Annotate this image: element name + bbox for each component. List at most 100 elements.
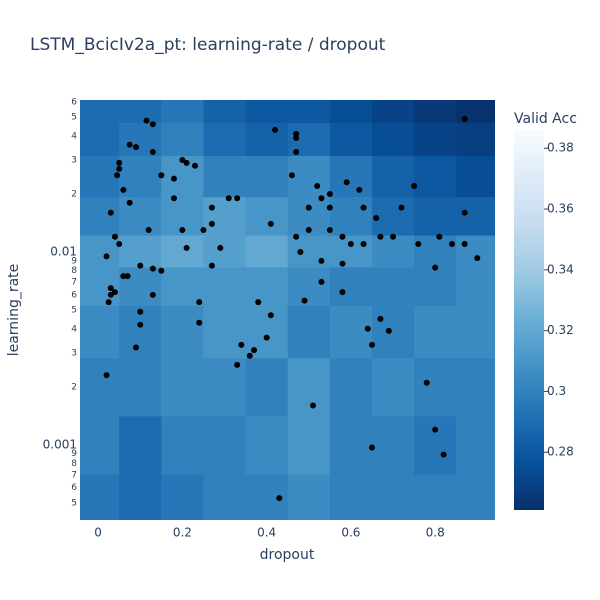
trial-point — [373, 215, 380, 222]
trial-point — [301, 297, 308, 304]
trial-point — [356, 186, 363, 193]
trial-point — [449, 241, 456, 248]
trial-point — [105, 299, 112, 306]
trial-point — [124, 273, 131, 280]
contour-cell — [80, 305, 120, 359]
trial-point — [126, 141, 133, 148]
trial-point — [272, 126, 279, 133]
contour-cell — [414, 305, 457, 359]
contour-cell — [203, 235, 247, 268]
trial-point — [116, 165, 123, 172]
trial-point — [423, 379, 430, 386]
trial-point — [137, 308, 144, 315]
y-tick-label: 8 — [71, 266, 77, 276]
trial-point — [183, 244, 190, 251]
trial-point — [208, 204, 215, 211]
trial-point — [432, 426, 439, 433]
trial-point — [377, 315, 384, 322]
contour-cell — [371, 100, 415, 124]
contour-cell — [329, 305, 373, 359]
contour-cell — [203, 155, 247, 198]
trial-point — [145, 227, 152, 234]
contour-cell — [80, 122, 120, 157]
contour-cell — [119, 196, 162, 236]
trial-point — [137, 321, 144, 328]
trial-point — [255, 299, 262, 306]
trial-point — [208, 220, 215, 227]
contour-cell — [329, 415, 373, 475]
contour-cell — [371, 122, 415, 157]
trial-point — [318, 257, 325, 264]
x-tick-label: 0.8 — [426, 526, 445, 540]
contour-cell — [329, 266, 373, 306]
contour-cell — [80, 415, 120, 475]
trial-point — [196, 319, 203, 326]
trial-point — [461, 241, 468, 248]
contour-cell — [245, 415, 289, 475]
trial-point — [385, 327, 392, 334]
y-tick-label: 0.01 — [50, 245, 77, 259]
contour-cell — [414, 357, 457, 417]
y-tick-label: 6 — [71, 97, 77, 107]
contour-cell — [287, 357, 331, 417]
contour-cell — [287, 266, 331, 306]
contour-cell — [414, 415, 457, 475]
trial-point — [170, 195, 177, 202]
trial-point — [143, 117, 150, 124]
trial-point — [318, 278, 325, 285]
trial-point — [305, 204, 312, 211]
contour-cell — [371, 235, 415, 268]
trial-point — [368, 444, 375, 451]
colorbar-tick-label: 0.32 — [547, 323, 574, 337]
trial-point — [149, 291, 156, 298]
trial-point — [234, 195, 241, 202]
trial-point — [326, 204, 333, 211]
y-tick-label: 2 — [71, 189, 77, 199]
trial-point — [288, 172, 295, 179]
contour-cell — [203, 305, 247, 359]
contour-cell — [329, 235, 373, 268]
trial-point — [276, 495, 283, 502]
trial-point — [461, 115, 468, 122]
trial-point — [246, 352, 253, 359]
contour-cell — [371, 473, 415, 520]
x-tick-label: 0.2 — [173, 526, 192, 540]
trial-point — [107, 209, 114, 216]
contour-cell — [414, 122, 457, 157]
trial-point — [293, 135, 300, 142]
trial-point — [179, 156, 186, 163]
contour-cell — [119, 235, 162, 268]
trial-point — [208, 262, 215, 269]
contour-cell — [456, 305, 495, 359]
trial-point — [305, 227, 312, 234]
trial-point — [398, 204, 405, 211]
y-tick-label: 4 — [71, 131, 77, 141]
y-tick-label: 9 — [71, 449, 77, 459]
y-tick-label: 2 — [71, 382, 77, 392]
contour-cell — [80, 155, 120, 198]
contour-cell — [161, 415, 204, 475]
contour-cell — [414, 196, 457, 236]
trial-point — [461, 209, 468, 216]
contour-cell — [456, 415, 495, 475]
trial-point — [293, 130, 300, 137]
contour-cell — [203, 473, 247, 520]
contour-cell — [329, 196, 373, 236]
trial-point — [326, 227, 333, 234]
trial-point — [309, 402, 316, 409]
trial-point — [114, 172, 121, 179]
contour-cell — [329, 357, 373, 417]
y-tick-label: 3 — [71, 155, 77, 165]
contour-cell — [119, 266, 162, 306]
trial-point — [120, 186, 127, 193]
contour-cell — [371, 415, 415, 475]
y-axis-title: learning_rate — [6, 264, 22, 357]
contour-cell — [456, 473, 495, 520]
trial-point — [158, 172, 165, 179]
trial-point — [347, 241, 354, 248]
contour-cell — [119, 473, 162, 520]
contour-area — [80, 100, 495, 520]
contour-cell — [414, 235, 457, 268]
contour-cell — [371, 266, 415, 306]
y-tick-label: 8 — [71, 459, 77, 469]
